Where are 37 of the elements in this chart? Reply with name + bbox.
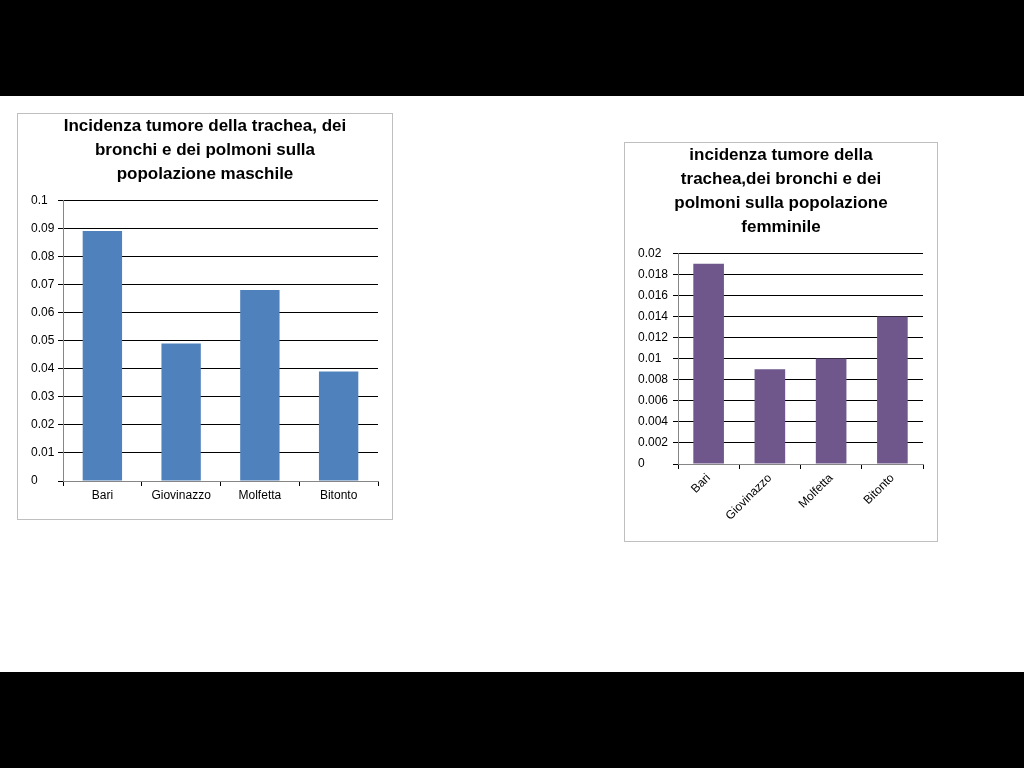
x-tick-label: Bari	[688, 470, 714, 496]
y-tick-label: 0.014	[638, 308, 669, 323]
bar	[693, 263, 724, 464]
x-tick-label: Bitonto	[319, 487, 358, 502]
y-tick-label: 0.016	[638, 287, 669, 302]
bar	[815, 358, 847, 464]
x-tick-label: Bari	[91, 487, 114, 502]
y-tick-label: 0.018	[638, 266, 669, 281]
x-tick-label: Molfetta	[238, 487, 282, 502]
y-tick-label: 0.006	[638, 393, 669, 408]
y-tick-label: 0.004	[638, 414, 669, 429]
bar	[240, 290, 280, 481]
y-tick-label: 0.012	[638, 329, 669, 344]
bar	[161, 343, 201, 481]
y-tick-label: 0.008	[638, 371, 669, 386]
y-tick-label: 0.1	[31, 192, 49, 207]
y-tick-label: 0.02	[31, 417, 55, 432]
y-tick-label: 0.002	[638, 435, 669, 450]
x-tick-label: Giovinazzo	[151, 487, 212, 502]
y-tick-label: 0.05	[31, 332, 55, 347]
y-tick-label: 0	[638, 456, 645, 471]
chart-title: Incidenza tumore della trachea, dei bronchi e dei polmoni sulla popolazione maschile	[62, 115, 348, 185]
bar	[82, 231, 123, 481]
y-tick-label: 0	[31, 473, 38, 488]
bar	[318, 371, 359, 481]
chart-title: incidenza tumore della trachea,dei bronchi e dei polmoni sulla popolazione femminile	[673, 144, 889, 238]
y-tick-label: 0.08	[31, 248, 55, 263]
y-tick-label: 0.04	[31, 360, 55, 375]
y-tick-label: 0.06	[31, 304, 55, 319]
bar	[877, 316, 908, 464]
y-tick-label: 0.07	[31, 276, 55, 291]
bar	[754, 369, 786, 464]
y-tick-label: 0.01	[638, 350, 662, 365]
y-tick-label: 0.03	[31, 389, 55, 404]
y-tick-label: 0.02	[638, 245, 662, 260]
y-tick-label: 0.01	[31, 445, 55, 460]
y-tick-label: 0.09	[31, 220, 55, 235]
